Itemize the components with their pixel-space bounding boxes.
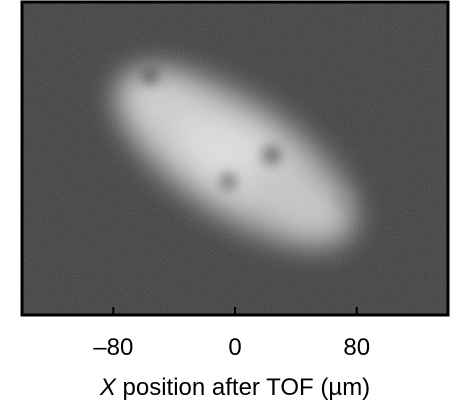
x-tick-label: –80 [93,334,133,361]
x-axis-variable: X [99,374,117,401]
image-noise [22,2,448,315]
x-tick-label: 0 [228,334,241,361]
x-tick-label: 80 [343,334,370,361]
x-axis: –80 0 80 [93,307,370,361]
plot-area [20,0,450,317]
x-axis-label-rest: position after TOF (µm) [116,374,370,401]
x-axis-label: X position after TOF (µm) [99,374,370,401]
